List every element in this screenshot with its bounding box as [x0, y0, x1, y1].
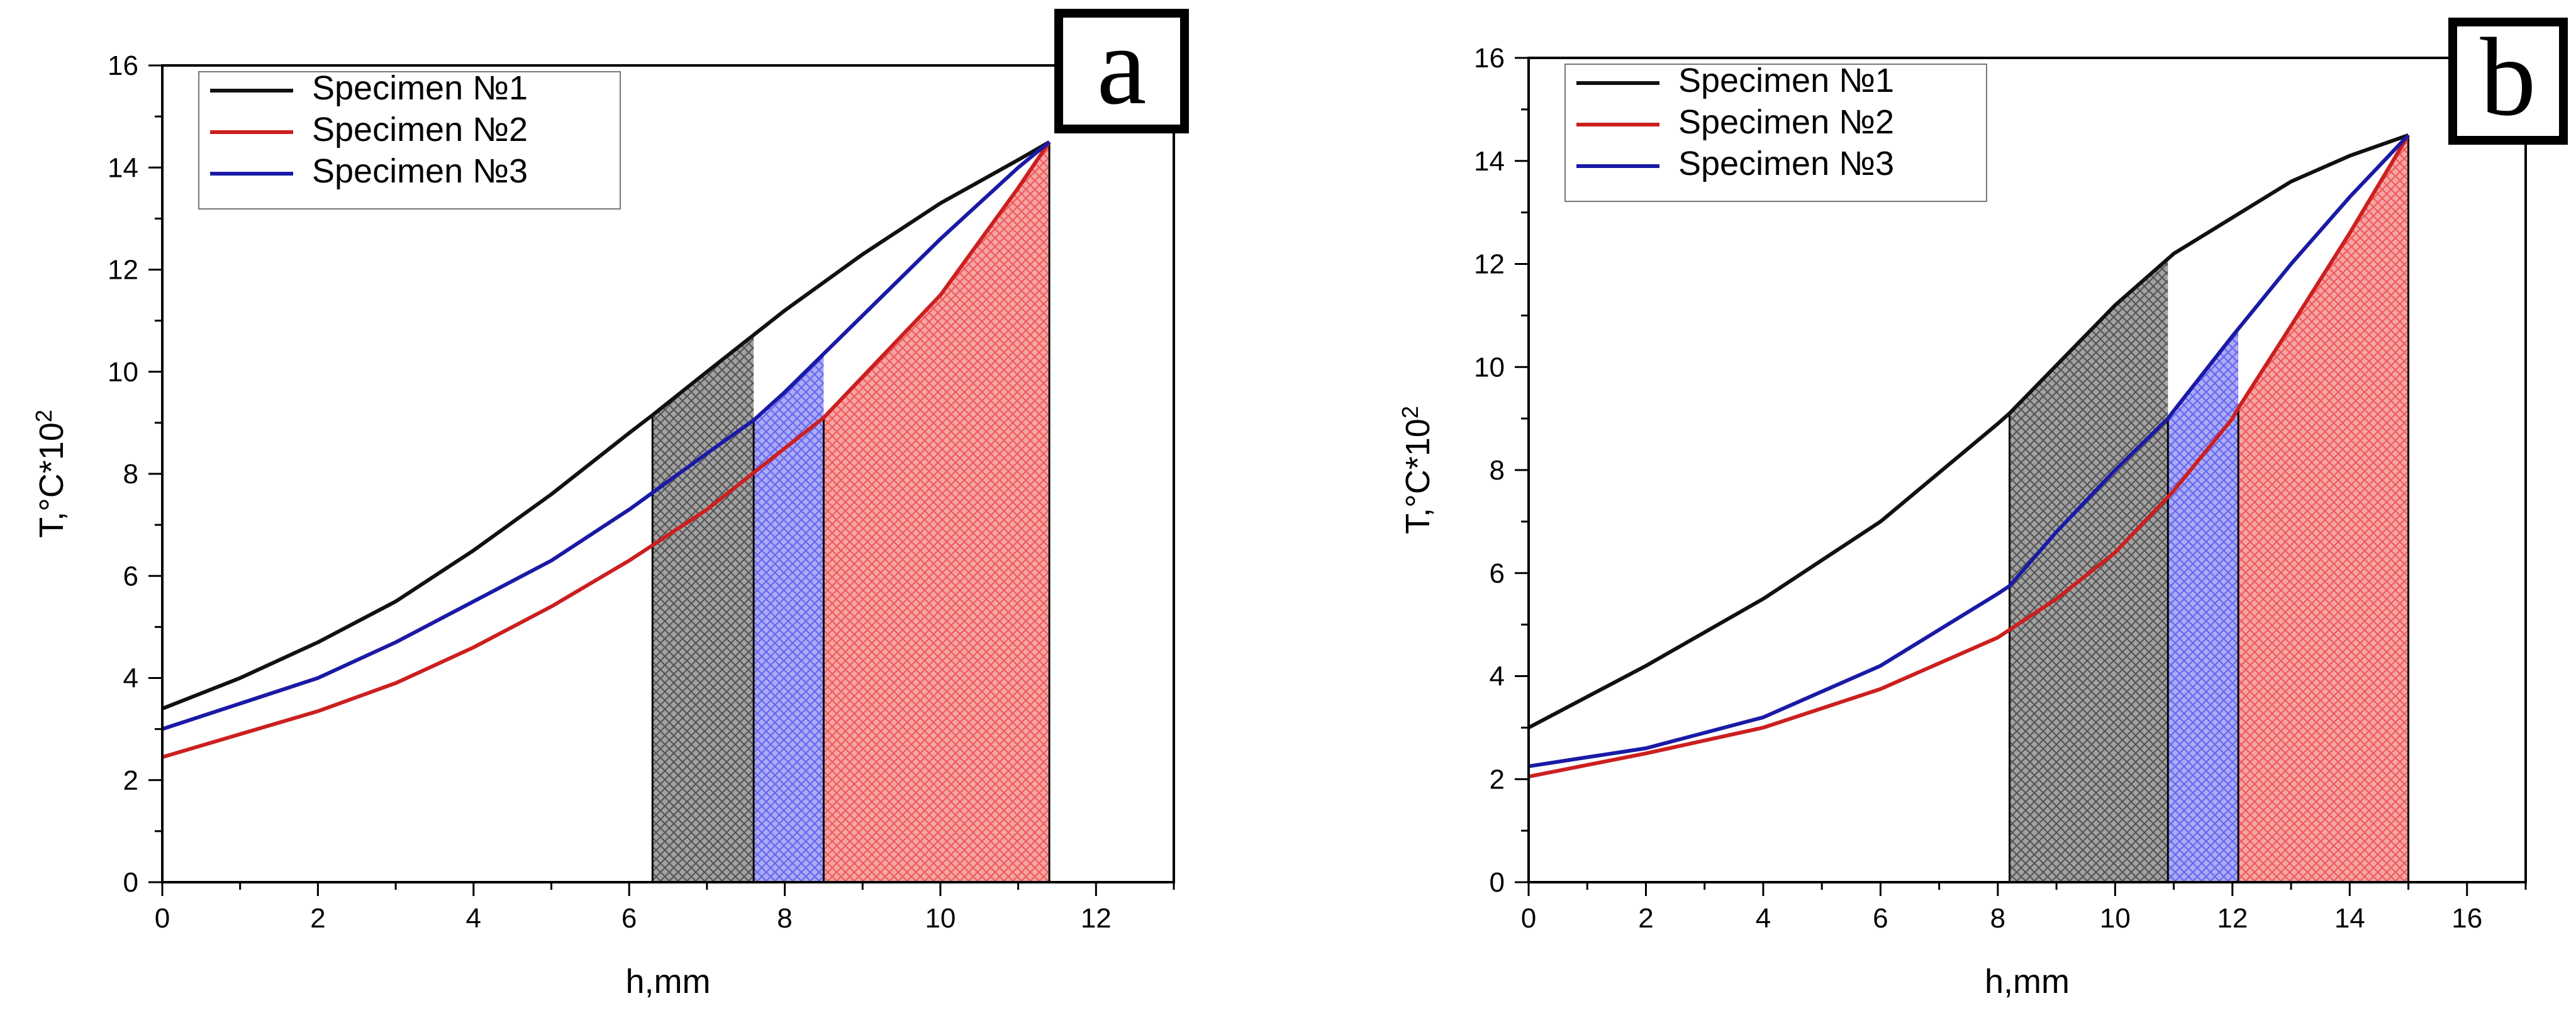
y-tick-label: 14 [108, 152, 138, 183]
series-line-specimen-3 [162, 140, 1051, 731]
y-tick-label: 8 [1490, 455, 1505, 486]
x-tick-label: 10 [2100, 903, 2131, 934]
y-tick-label: 10 [1474, 352, 1505, 383]
shaded-region-specimen-2 [2238, 135, 2409, 882]
shaded-region-specimen-3 [2168, 328, 2239, 882]
series-line-specimen-1 [161, 140, 1051, 710]
panel-label: b [2480, 14, 2536, 139]
series-line-specimen-1 [1527, 133, 2409, 730]
y-tick-label: 2 [123, 765, 138, 796]
x-tick-label: 2 [310, 903, 325, 934]
legend-label-specimen-3: Specimen №3 [312, 152, 528, 190]
shaded-region-specimen-1 [652, 335, 754, 882]
x-tick-label: 6 [622, 903, 637, 934]
shaded-region-specimen-1 [2009, 259, 2168, 882]
legend-label-specimen-1: Specimen №1 [1678, 62, 1894, 99]
panel-label: a [1096, 3, 1146, 128]
shaded-region-specimen-3 [754, 354, 824, 882]
x-tick-label: 12 [2217, 903, 2248, 934]
legend-box [1564, 64, 1987, 202]
panel-label-box: b [2448, 14, 2568, 145]
y-tick-label: 2 [1490, 764, 1505, 795]
y-tick-label: 0 [123, 867, 138, 898]
y-tick-label: 0 [1490, 867, 1505, 898]
legend-label-specimen-3: Specimen №3 [1678, 145, 1894, 182]
legend-box [198, 71, 621, 210]
panel-b: 0 2 4 6 8 10 12 14 16 0 2 4 6 8 10 12 14 16 h,mm T,°C*102… [1397, 14, 2568, 1000]
y-axis-label: T,°C*102 [1397, 406, 1437, 534]
x-tick-label: 10 [925, 903, 956, 934]
x-tick-label: 12 [1081, 903, 1112, 934]
x-tick-label: 4 [466, 903, 481, 934]
y-tick-label: 16 [108, 50, 138, 81]
y-tick-label: 10 [108, 357, 138, 388]
y-tick-label: 14 [1474, 146, 1505, 177]
x-tick-label: 0 [1521, 903, 1536, 934]
y-tick-label: 4 [1490, 661, 1505, 692]
x-axis-label: h,mm [1985, 963, 2070, 1000]
x-tick-label: 2 [1638, 903, 1653, 934]
y-axis-label: T,°C*102 [31, 410, 70, 538]
y-tick-label: 6 [1490, 558, 1505, 589]
x-tick-label: 8 [777, 903, 792, 934]
panel-label-box: a [1054, 3, 1189, 133]
series-line-specimen-2 [162, 141, 1051, 759]
y-tick-label: 4 [123, 663, 138, 694]
x-axis-label: h,mm [626, 963, 711, 1000]
y-tick-label: 8 [123, 459, 138, 490]
y-tick-label: 16 [1474, 43, 1505, 74]
x-tick-label: 4 [1756, 903, 1771, 934]
legend: Specimen №1 Specimen №2 Specimen №3 [1564, 62, 1987, 202]
y-tick-label: 12 [108, 255, 138, 286]
panel-a: 0 2 4 6 8 10 12 0 2 4 6 8 10 12 14 16 h,mm T,°C*102 Spe… [31, 3, 1189, 1000]
x-tick-label: 14 [2334, 903, 2365, 934]
x-tick-label: 6 [1873, 903, 1888, 934]
series-line-specimen-2 [1528, 134, 2411, 779]
legend-label-specimen-2: Specimen №2 [1678, 103, 1894, 141]
shaded-region-specimen-2 [823, 142, 1050, 883]
y-tick-label: 12 [1474, 249, 1505, 280]
x-tick-label: 16 [2451, 903, 2482, 934]
legend-label-specimen-1: Specimen №1 [312, 69, 528, 107]
legend-label-specimen-2: Specimen №2 [312, 111, 528, 149]
series-line-specimen-3 [1528, 133, 2410, 768]
x-tick-label: 8 [1990, 903, 2005, 934]
x-tick-label: 0 [155, 903, 170, 934]
y-tick-label: 6 [123, 561, 138, 591]
